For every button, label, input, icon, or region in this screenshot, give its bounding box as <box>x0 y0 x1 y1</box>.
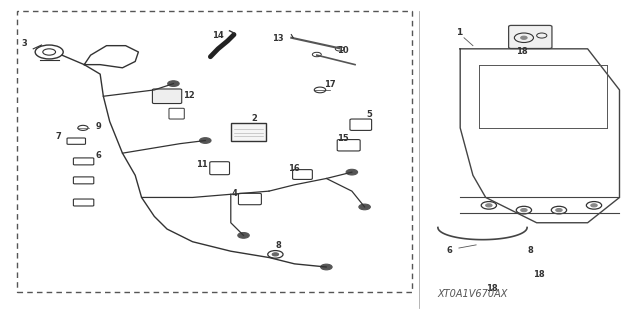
Circle shape <box>168 81 179 86</box>
FancyBboxPatch shape <box>231 123 266 141</box>
Text: 15: 15 <box>337 134 349 143</box>
Text: 4: 4 <box>232 189 237 198</box>
Text: 18: 18 <box>534 270 545 278</box>
Circle shape <box>591 204 597 207</box>
Text: XT0A1V670AX: XT0A1V670AX <box>438 289 508 299</box>
Circle shape <box>556 209 562 212</box>
Text: 1: 1 <box>456 27 462 37</box>
Circle shape <box>346 169 358 175</box>
FancyBboxPatch shape <box>152 89 182 104</box>
Circle shape <box>272 253 278 256</box>
FancyBboxPatch shape <box>74 199 94 206</box>
Circle shape <box>200 138 211 143</box>
Text: 17: 17 <box>324 80 336 89</box>
Text: 6: 6 <box>446 246 452 255</box>
Circle shape <box>238 233 249 238</box>
Text: 8: 8 <box>275 241 281 250</box>
Text: 8: 8 <box>527 246 533 255</box>
Circle shape <box>321 264 332 270</box>
Text: 6: 6 <box>96 151 102 160</box>
Circle shape <box>521 36 527 39</box>
Text: 13: 13 <box>272 34 284 43</box>
Circle shape <box>521 209 527 212</box>
FancyBboxPatch shape <box>509 26 552 48</box>
Text: 14: 14 <box>212 31 223 40</box>
Text: 10: 10 <box>337 46 348 55</box>
Text: 12: 12 <box>183 91 195 100</box>
Text: 5: 5 <box>367 110 372 119</box>
FancyBboxPatch shape <box>74 158 94 165</box>
Text: 3: 3 <box>22 39 28 48</box>
Circle shape <box>486 204 492 207</box>
Text: 2: 2 <box>252 114 258 123</box>
Circle shape <box>359 204 371 210</box>
Text: 18: 18 <box>486 284 497 293</box>
Text: 18: 18 <box>516 47 528 56</box>
Text: 11: 11 <box>196 160 207 169</box>
Text: 7: 7 <box>56 132 61 141</box>
FancyBboxPatch shape <box>74 177 94 184</box>
Text: 16: 16 <box>288 164 300 173</box>
Text: 9: 9 <box>96 122 102 131</box>
